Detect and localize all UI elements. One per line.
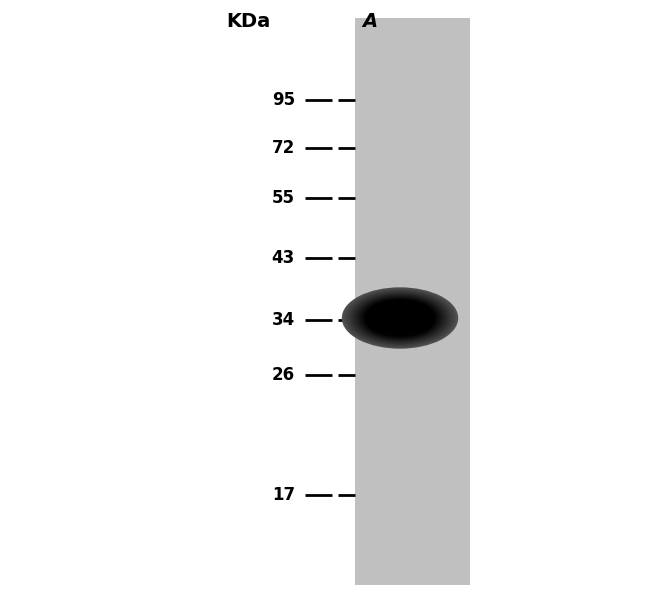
Text: 34: 34	[272, 311, 295, 329]
Ellipse shape	[385, 310, 415, 326]
Ellipse shape	[393, 314, 408, 322]
Ellipse shape	[371, 303, 429, 333]
Ellipse shape	[361, 298, 438, 338]
Ellipse shape	[365, 300, 434, 336]
Ellipse shape	[395, 315, 406, 321]
Text: KDa: KDa	[226, 12, 270, 31]
Ellipse shape	[387, 311, 413, 325]
Ellipse shape	[343, 288, 458, 348]
Text: 95: 95	[272, 91, 295, 109]
Ellipse shape	[344, 289, 456, 347]
Ellipse shape	[396, 316, 404, 320]
Ellipse shape	[356, 295, 444, 341]
Ellipse shape	[348, 291, 452, 345]
Text: 17: 17	[272, 486, 295, 504]
Ellipse shape	[375, 305, 425, 331]
Ellipse shape	[363, 299, 436, 337]
Ellipse shape	[367, 301, 433, 335]
Ellipse shape	[354, 294, 446, 342]
Ellipse shape	[383, 309, 417, 327]
Ellipse shape	[346, 290, 454, 346]
Ellipse shape	[359, 297, 440, 339]
Ellipse shape	[350, 292, 450, 344]
Text: 55: 55	[272, 189, 295, 207]
Ellipse shape	[352, 293, 448, 343]
Text: 43: 43	[272, 249, 295, 267]
Text: A: A	[363, 12, 378, 31]
Ellipse shape	[391, 313, 410, 323]
Ellipse shape	[377, 306, 423, 330]
Bar	[355, 18, 470, 585]
Ellipse shape	[373, 304, 427, 332]
Text: 26: 26	[272, 366, 295, 384]
Ellipse shape	[379, 307, 421, 329]
Ellipse shape	[381, 308, 419, 328]
Ellipse shape	[398, 317, 402, 319]
Ellipse shape	[369, 302, 431, 334]
Text: 72: 72	[272, 139, 295, 157]
Ellipse shape	[358, 296, 442, 340]
Ellipse shape	[389, 312, 411, 324]
